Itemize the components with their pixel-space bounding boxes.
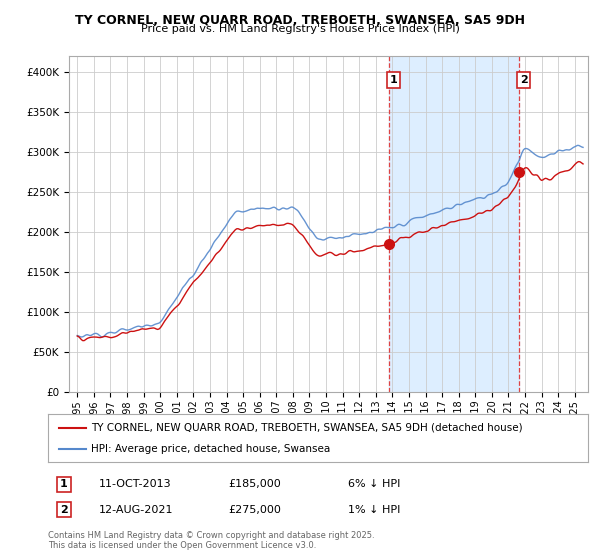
Text: 11-OCT-2013: 11-OCT-2013 — [99, 479, 172, 489]
Text: £275,000: £275,000 — [228, 505, 281, 515]
Text: TY CORNEL, NEW QUARR ROAD, TREBOETH, SWANSEA, SA5 9DH (detached house): TY CORNEL, NEW QUARR ROAD, TREBOETH, SWA… — [91, 423, 523, 433]
Text: Price paid vs. HM Land Registry's House Price Index (HPI): Price paid vs. HM Land Registry's House … — [140, 24, 460, 34]
Text: 1% ↓ HPI: 1% ↓ HPI — [348, 505, 400, 515]
Bar — [389, 56, 518, 392]
Text: TY CORNEL, NEW QUARR ROAD, TREBOETH, SWANSEA, SA5 9DH: TY CORNEL, NEW QUARR ROAD, TREBOETH, SWA… — [75, 14, 525, 27]
Text: 1: 1 — [390, 75, 398, 85]
Text: £185,000: £185,000 — [228, 479, 281, 489]
Text: 6% ↓ HPI: 6% ↓ HPI — [348, 479, 400, 489]
Text: 12-AUG-2021: 12-AUG-2021 — [99, 505, 173, 515]
Text: 2: 2 — [520, 75, 527, 85]
Text: 2: 2 — [60, 505, 68, 515]
Text: 1: 1 — [60, 479, 68, 489]
Text: HPI: Average price, detached house, Swansea: HPI: Average price, detached house, Swan… — [91, 444, 331, 454]
Text: Contains HM Land Registry data © Crown copyright and database right 2025.
This d: Contains HM Land Registry data © Crown c… — [48, 531, 374, 550]
